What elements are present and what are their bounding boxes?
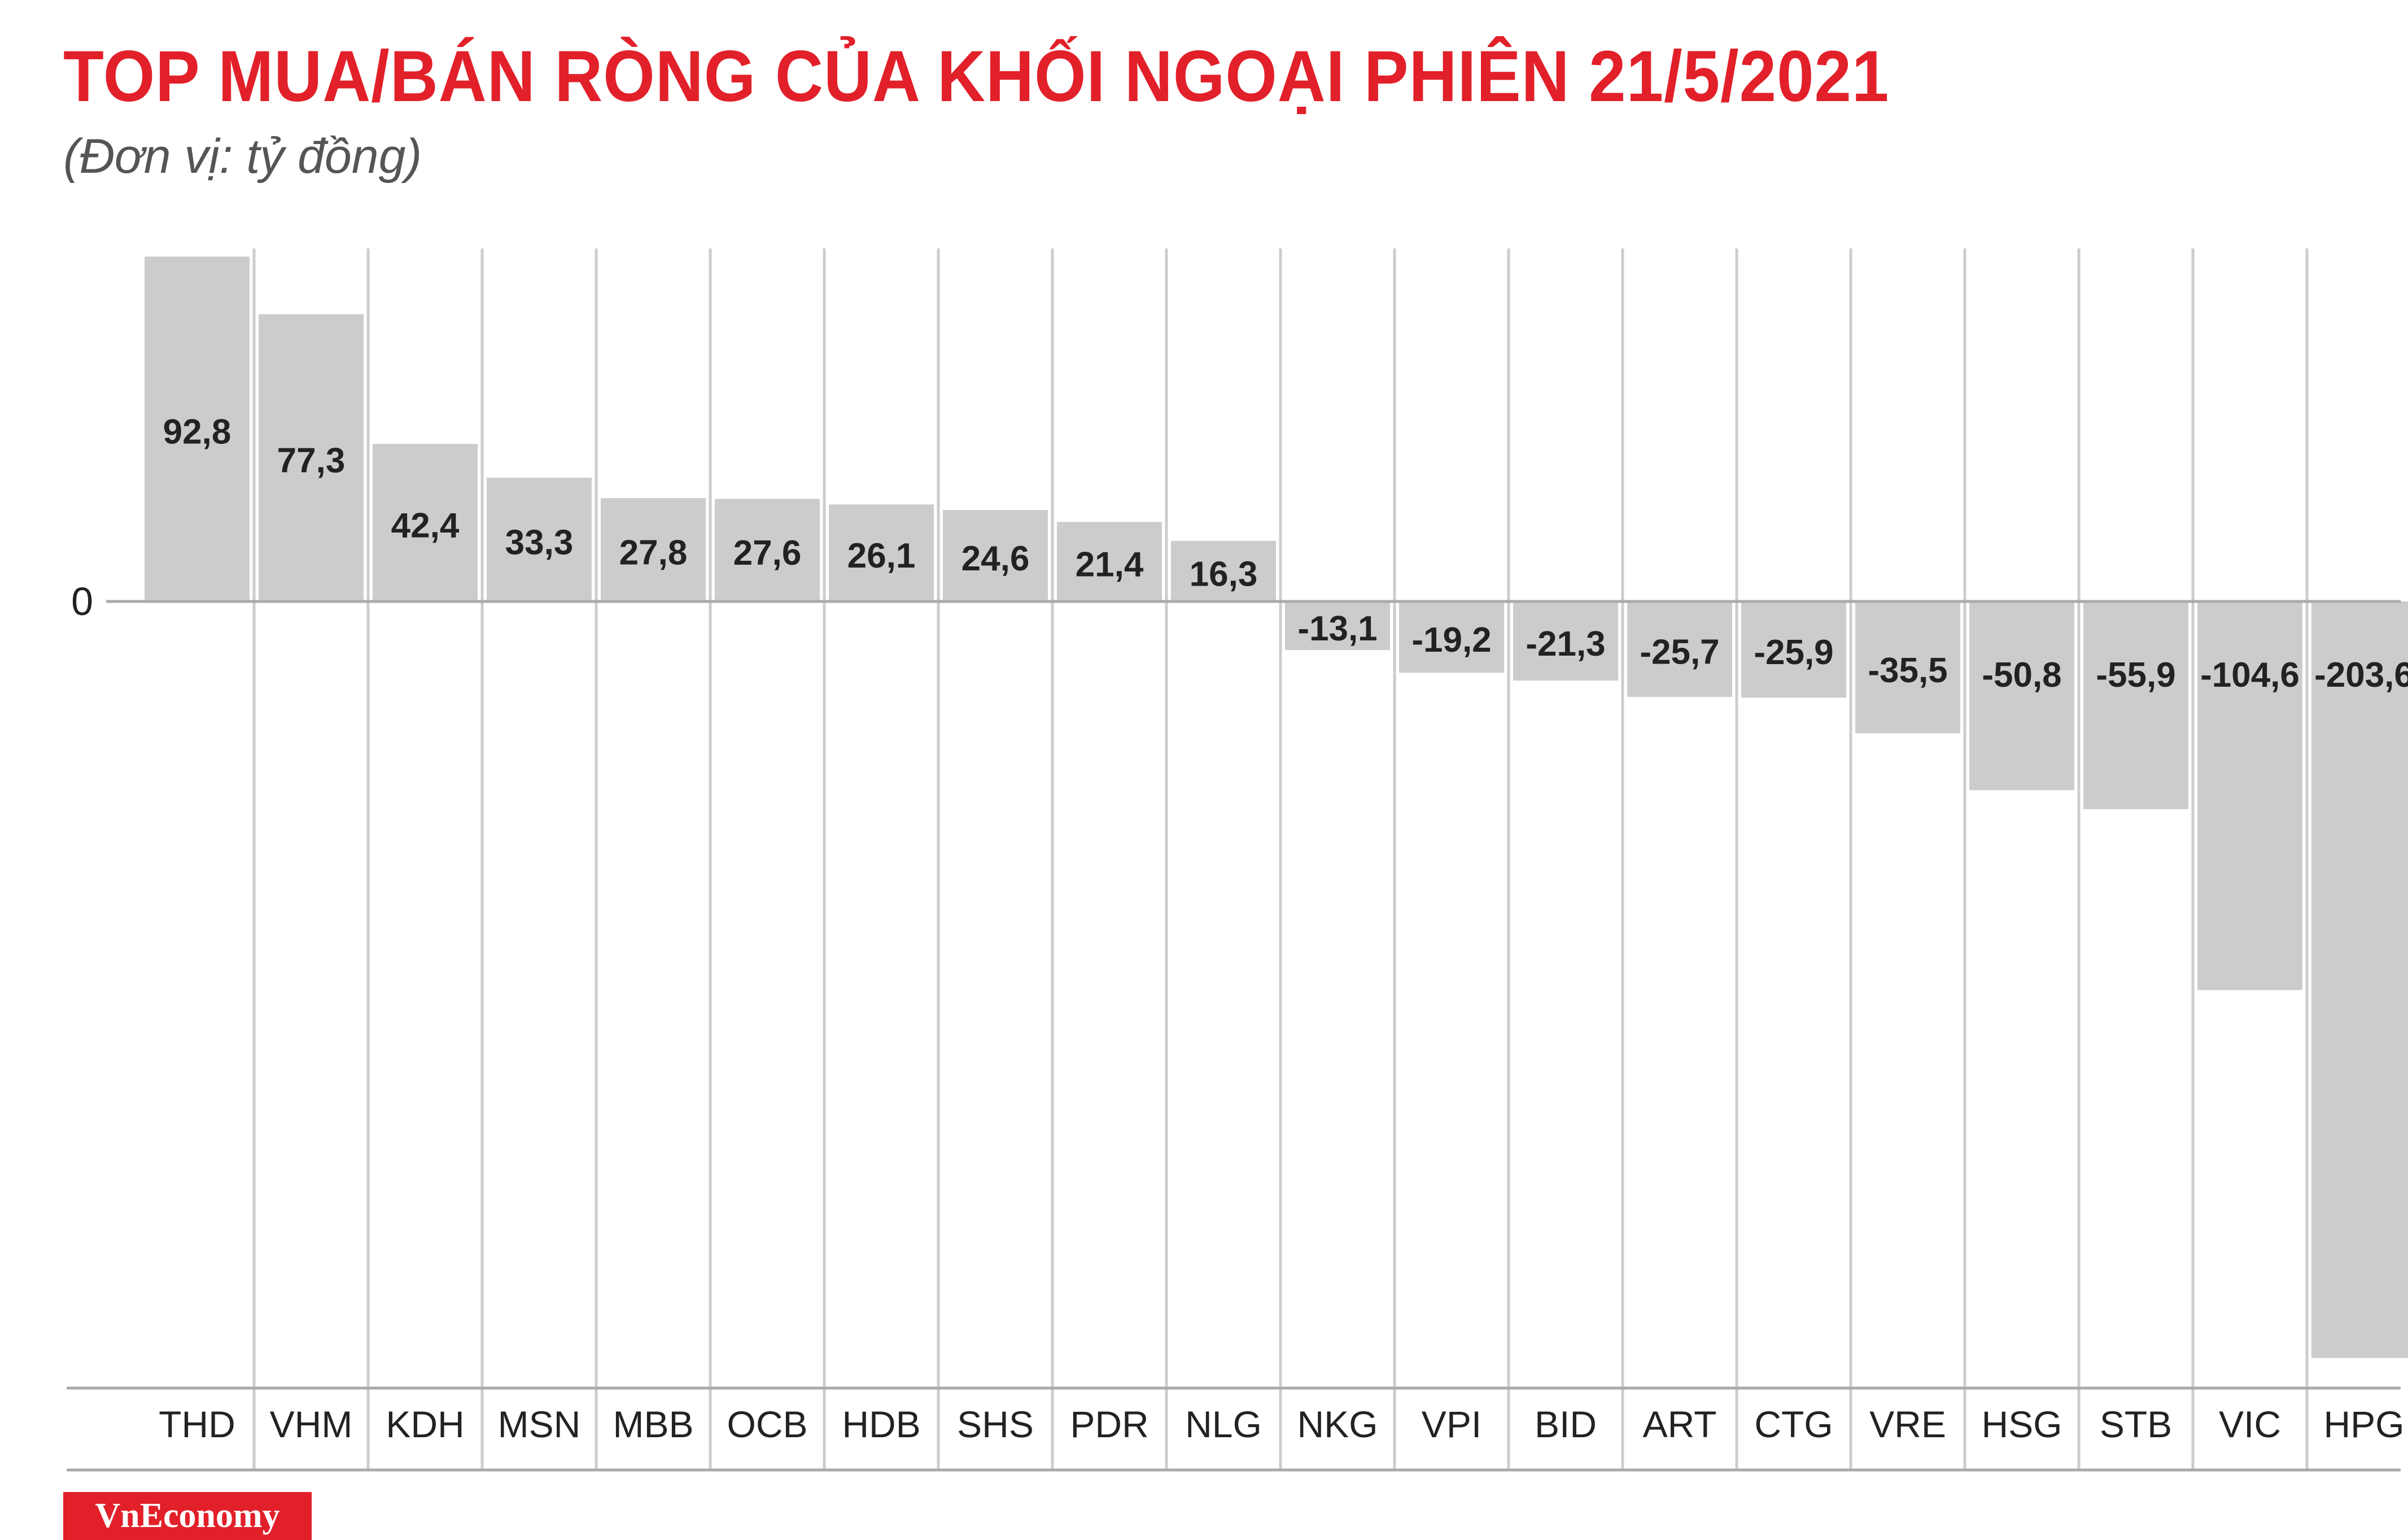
category-label: MSN [498,1403,581,1445]
bar-kdh [373,444,478,601]
category-label: VHM [270,1403,353,1445]
category-label: BID [1535,1403,1597,1445]
bar-hdb [829,504,934,601]
bar-art [1627,601,1732,697]
value-label: -13,1 [1297,609,1377,648]
y-tick-label: 0 [71,579,93,623]
value-label: -55,9 [2096,656,2175,695]
bar-mbb [601,498,706,601]
category-label: NLG [1185,1403,1262,1445]
value-label: -50,8 [1982,656,2061,695]
bar-pdr [1057,522,1162,601]
category-label: HPG [2323,1403,2404,1445]
category-label: CTG [1754,1403,1833,1445]
value-label: -21,3 [1526,625,1605,664]
category-label: PDR [1070,1403,1148,1445]
bar-vhm [259,314,364,601]
value-label: -19,2 [1411,621,1491,660]
value-label: -35,5 [1868,651,1947,690]
chart-title: TOP MUA/BÁN RÒNG CỦA KHỐI NGOẠI PHIÊN 21… [63,36,1890,117]
value-label: 92,8 [163,413,231,452]
value-label: 16,3 [1190,555,1258,594]
bar-msn [487,477,592,601]
category-label: THD [159,1403,235,1445]
category-label: NKG [1297,1403,1378,1445]
value-label: 21,4 [1076,546,1144,584]
value-label: 42,4 [391,507,460,546]
bar-vre [1855,601,1960,734]
bar-nkg [1285,601,1390,651]
value-label: -25,7 [1640,633,1719,672]
value-label: 26,1 [847,536,916,575]
bar-vic [2197,601,2302,991]
bars [145,256,2408,1358]
bar-stb [2083,601,2188,809]
gridlines [252,248,2309,1470]
category-label: VPI [1422,1403,1481,1445]
vneconomy-logo: VnEconomy [63,1492,312,1540]
category-label: HSG [1981,1403,2062,1445]
category-label: STB [2100,1403,2172,1445]
value-label: 77,3 [277,442,346,481]
category-label: KDH [386,1403,464,1445]
value-label: 24,6 [962,539,1030,578]
axes: 0 [67,579,2401,1472]
bar-ocb [715,499,820,601]
chart-subtitle: (Đơn vị: tỷ đồng) [63,129,422,184]
category-label: VIC [2219,1403,2281,1445]
category-label: VRE [1869,1403,1946,1445]
value-labels: 92,8 77,3 42,4 33,3 27,8 27,6 26,1 24,6 21,4 16,3… [163,413,2408,695]
bar-vpi [1399,601,1504,673]
category-label: OCB [727,1403,807,1445]
value-label: -25,9 [1754,633,1833,672]
bar-hpg [2311,601,2408,1358]
bar-ctg [1741,601,1846,698]
category-label: ART [1643,1403,1717,1445]
value-label: 33,3 [505,523,574,562]
value-label: -203,6 [2314,656,2408,695]
bar-bid [1513,601,1618,681]
bar-shs [943,510,1048,601]
value-label: 27,6 [733,534,802,573]
bar-hsg [1969,601,2074,791]
bar-thd [145,256,250,602]
category-label: MBB [613,1403,693,1445]
value-label: -104,6 [2200,656,2300,695]
category-label: HDB [842,1403,920,1445]
value-label: 27,8 [619,534,688,573]
category-label: SHS [957,1403,1034,1445]
bar-nlg [1171,540,1276,601]
category-labels: THD VHM KDH MSN MBB OCB HDB SHS PDR NLG NKG VPI BID A… [159,1403,2404,1445]
